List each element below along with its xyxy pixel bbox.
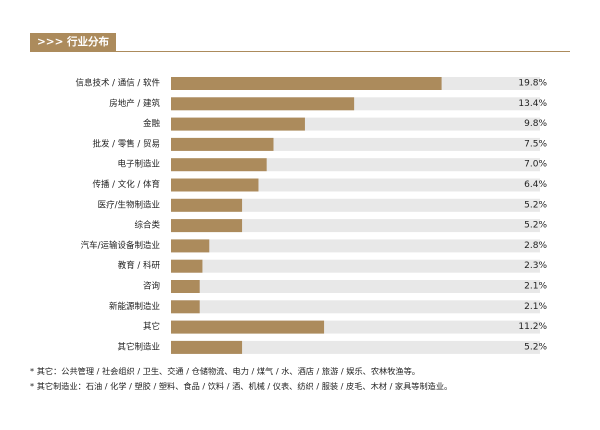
value-label: 13.4% (518, 99, 547, 109)
value-label: 6.4% (524, 180, 547, 190)
bar (171, 97, 355, 111)
category-label: 其它制造业 (117, 341, 160, 352)
value-label: 11.2% (518, 322, 547, 332)
value-label: 2.8% (524, 241, 547, 251)
value-label: 2.1% (524, 282, 547, 292)
category-label: 传播 / 文化 / 体育 (92, 179, 160, 190)
bar (171, 340, 243, 354)
footnote-other-manufacturing: * 其它制造业：石油 / 化学 / 塑胶 / 塑料、食品 / 饮料 / 酒、机械… (30, 381, 453, 391)
category-label: 批发 / 零售 / 贸易 (92, 138, 160, 149)
value-label: 2.1% (524, 302, 547, 312)
category-label: 电子制造业 (117, 159, 160, 170)
bar (171, 117, 305, 131)
footnotes: * 其它：公共管理 / 社会组织 / 卫生、交通 / 仓储物流、电力 / 煤气 … (30, 364, 575, 394)
bar (171, 239, 210, 253)
category-label: 综合类 (134, 220, 160, 231)
bar-track (171, 219, 540, 233)
bar-track (171, 198, 540, 212)
value-label: 2.3% (524, 261, 547, 271)
bar (171, 280, 200, 293)
bar (171, 219, 243, 233)
bar (171, 77, 442, 90)
category-label: 汽车/运输设备制造业 (81, 240, 160, 251)
category-label: 信息技术 / 通信 / 软件 (75, 78, 160, 89)
section-divider (30, 51, 570, 52)
category-label: 咨询 (143, 281, 160, 292)
value-label: 7.0% (524, 160, 547, 170)
category-label: 其它 (143, 321, 160, 332)
bar (171, 198, 243, 212)
value-label: 7.5% (524, 139, 547, 149)
bar (171, 158, 267, 172)
category-label: 房地产 / 建筑 (109, 98, 160, 109)
bar-track (171, 280, 540, 293)
value-label: 5.2% (524, 200, 547, 210)
bar-track (171, 239, 540, 253)
value-label: 19.8% (518, 79, 547, 89)
bar (171, 137, 274, 151)
footnote-other: * 其它：公共管理 / 社会组织 / 卫生、交通 / 仓储物流、电力 / 煤气 … (30, 366, 420, 376)
bar (171, 259, 203, 273)
value-label: 5.2% (524, 221, 547, 231)
bar (171, 320, 325, 334)
category-label: 教育 / 科研 (118, 260, 161, 271)
category-label: 医疗/生物制造业 (98, 199, 160, 210)
bar-track (171, 178, 540, 192)
industry-distribution-chart: 信息技术 / 通信 / 软件 19.8% 房地产 / 建筑 13.4% 金融 9.8% 批发… (75, 77, 547, 354)
bar-track (171, 340, 540, 354)
bar (171, 300, 200, 314)
section-title: >>> 行业分布 (30, 33, 117, 51)
category-label: 新能源制造业 (109, 301, 160, 312)
category-label: 金融 (143, 118, 161, 129)
value-label: 5.2% (524, 342, 547, 352)
bar (171, 178, 259, 192)
bar-track (171, 259, 540, 273)
value-label: 9.8% (524, 119, 547, 129)
bar-track (171, 300, 540, 314)
